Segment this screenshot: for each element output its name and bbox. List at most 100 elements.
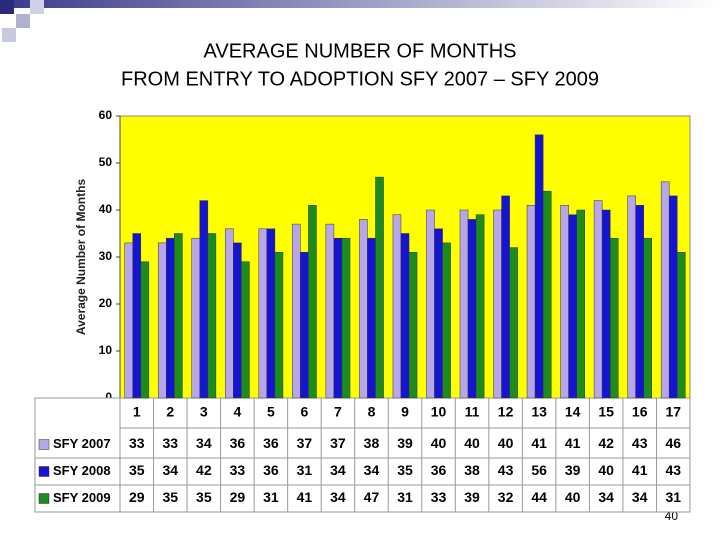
bar [560, 205, 569, 399]
y-tick-label: 10 [99, 343, 113, 357]
bar [258, 228, 268, 399]
y-tick-label: 30 [99, 249, 113, 263]
legend-label: SFY 2008 [53, 463, 111, 478]
bar [241, 261, 250, 399]
title-line: FROM ENTRY TO ADOPTION SFY 2007 – SFY 20… [121, 68, 599, 90]
x-tick-label: 11 [465, 404, 480, 420]
table-value: 33 [230, 462, 246, 478]
y-tick-label: 50 [99, 155, 113, 169]
bar [300, 252, 309, 399]
bar [140, 261, 150, 399]
x-tick-label: 15 [598, 404, 614, 420]
y-axis-title: Average Number of Months [74, 179, 88, 336]
bar [526, 205, 536, 399]
bar [333, 237, 343, 399]
table-value: 38 [364, 435, 380, 451]
bar [660, 181, 670, 399]
x-tick-label: 10 [431, 404, 447, 420]
bar [643, 237, 653, 399]
table-value: 33 [129, 435, 145, 451]
bar [534, 134, 544, 399]
table-value: 33 [431, 489, 447, 505]
bar [434, 228, 443, 399]
table-value: 29 [129, 489, 145, 505]
bar [467, 219, 477, 399]
table-value: 34 [330, 462, 346, 478]
table-value: 34 [196, 435, 212, 451]
x-tick-label: 6 [301, 404, 309, 420]
x-tick-label: 12 [498, 404, 514, 420]
table-value: 56 [531, 462, 547, 478]
bar [459, 209, 469, 399]
table-value: 36 [431, 462, 447, 478]
table-value: 34 [632, 489, 648, 505]
table-value: 40 [498, 435, 514, 451]
table-bg [34, 397, 691, 513]
table-value: 38 [464, 462, 480, 478]
bar [475, 214, 485, 399]
legend-swatch [38, 439, 50, 450]
x-tick-label: 2 [166, 404, 174, 420]
bar [677, 252, 686, 399]
x-tick-label: 3 [200, 404, 208, 420]
table-value: 37 [330, 435, 346, 451]
table-value: 33 [163, 435, 179, 451]
bar [199, 200, 209, 399]
table-value: 31 [665, 489, 681, 505]
legend-label: SFY 2009 [53, 490, 111, 505]
bar [292, 223, 301, 399]
bar [426, 209, 435, 399]
bar [308, 205, 317, 399]
table-value: 40 [431, 435, 447, 451]
bar [367, 237, 376, 399]
table-value: 36 [230, 435, 246, 451]
bar [124, 242, 133, 399]
table-value: 41 [297, 489, 313, 505]
table-value: 43 [498, 462, 514, 478]
table-value: 44 [531, 489, 547, 505]
legend-label: SFY 2007 [53, 436, 111, 451]
table-value: 43 [632, 435, 648, 451]
table-value: 31 [297, 462, 313, 478]
bar [568, 214, 577, 399]
x-tick-label: 5 [267, 404, 275, 420]
table-value: 36 [263, 462, 279, 478]
x-tick-label: 14 [565, 404, 581, 420]
bar [325, 223, 335, 399]
x-tick-label: 16 [632, 404, 648, 420]
x-tick-label: 7 [334, 404, 342, 420]
bar [635, 205, 644, 399]
bar [593, 200, 603, 399]
table-value: 39 [464, 489, 480, 505]
bar [542, 190, 552, 399]
bar [225, 228, 234, 399]
table-value: 40 [598, 462, 614, 478]
table-value: 41 [565, 435, 581, 451]
table-value: 31 [263, 489, 279, 505]
bar [132, 233, 142, 399]
bar [509, 247, 518, 399]
table-value: 36 [263, 435, 279, 451]
legend-swatch [38, 493, 50, 504]
y-tick-label: 20 [99, 296, 113, 310]
bar [576, 209, 585, 399]
table-value: 34 [364, 462, 380, 478]
x-tick-label: 9 [401, 404, 409, 420]
bar [601, 209, 611, 399]
legend-swatch [38, 466, 50, 477]
x-tick-label: 8 [368, 404, 376, 420]
bar [166, 237, 175, 399]
x-tick-label: 1 [133, 404, 141, 420]
table-value: 39 [397, 435, 413, 451]
table-value: 41 [632, 462, 648, 478]
bar [408, 252, 418, 399]
bar [375, 176, 384, 399]
table-value: 34 [598, 489, 614, 505]
table-value: 35 [129, 462, 145, 478]
y-tick-label: 60 [99, 108, 113, 122]
table-value: 31 [397, 489, 413, 505]
bar [668, 195, 678, 399]
table-value: 46 [665, 435, 681, 451]
table-value: 29 [230, 489, 246, 505]
